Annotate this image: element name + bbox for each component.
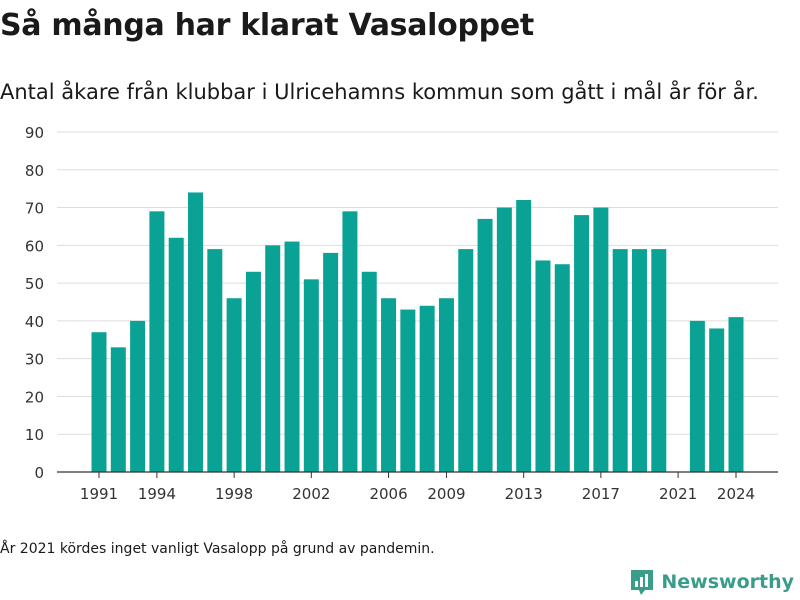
bar [284, 241, 300, 472]
y-tick-label: 0 [34, 464, 44, 482]
x-tick-label: 2009 [427, 485, 465, 503]
bar [400, 309, 416, 472]
x-tick-label: 2024 [717, 485, 755, 503]
bar [130, 320, 146, 472]
bar [516, 200, 532, 472]
bar [535, 260, 551, 472]
bar [303, 279, 319, 472]
bar [728, 317, 744, 472]
y-tick-label: 10 [25, 426, 44, 444]
footnote: År 2021 kördes inget vanligt Vasalopp på… [0, 541, 435, 557]
chart-title: Så många har klarat Vasaloppet [0, 8, 534, 43]
chart-subtitle: Antal åkare från klubbar i Ulricehamns k… [0, 80, 759, 104]
bar [689, 320, 705, 472]
bar-chart: 0 10 20 30 40 50 60 70 80 90 1991 1994 1998 2002 2006 2… [25, 124, 778, 503]
brand-name: Newsworthy [661, 571, 794, 593]
bar [245, 271, 261, 472]
bar [361, 271, 377, 472]
bar [342, 211, 358, 473]
y-tick-label: 90 [25, 124, 44, 142]
bar [496, 207, 512, 473]
bar [477, 218, 493, 472]
bar [168, 237, 184, 472]
x-tick-label: 1994 [138, 485, 176, 503]
bar [381, 298, 397, 472]
y-tick-label: 20 [25, 388, 44, 406]
brand: Newsworthy [629, 568, 794, 596]
bar [651, 249, 667, 472]
y-tick-label: 50 [25, 275, 44, 293]
bar [574, 215, 590, 472]
bar [419, 305, 435, 472]
bar [438, 298, 454, 472]
bar [207, 249, 223, 472]
y-tick-label: 60 [25, 237, 44, 255]
bar [323, 252, 339, 472]
bar [226, 298, 242, 472]
bar [631, 249, 647, 472]
y-tick-label: 80 [25, 162, 44, 180]
bar [188, 192, 204, 472]
y-tick-label: 40 [25, 313, 44, 331]
newsworthy-logo-icon [631, 570, 654, 595]
bar [458, 249, 474, 472]
x-tick-label: 2021 [659, 485, 697, 503]
x-tick-label: 1998 [215, 485, 253, 503]
bar [265, 245, 281, 472]
bar [110, 347, 126, 472]
x-tick-label: 2002 [292, 485, 330, 503]
bar [554, 264, 570, 472]
bar [709, 328, 725, 472]
y-tick-label: 30 [25, 351, 44, 369]
x-tick-label: 1991 [80, 485, 118, 503]
x-tick-label: 2006 [369, 485, 407, 503]
x-tick-label: 2017 [582, 485, 620, 503]
bar [91, 332, 107, 472]
x-tick-label: 2013 [505, 485, 543, 503]
bar [593, 207, 609, 473]
bar [612, 249, 628, 472]
y-tick-label: 70 [25, 200, 44, 218]
bar [149, 211, 165, 473]
